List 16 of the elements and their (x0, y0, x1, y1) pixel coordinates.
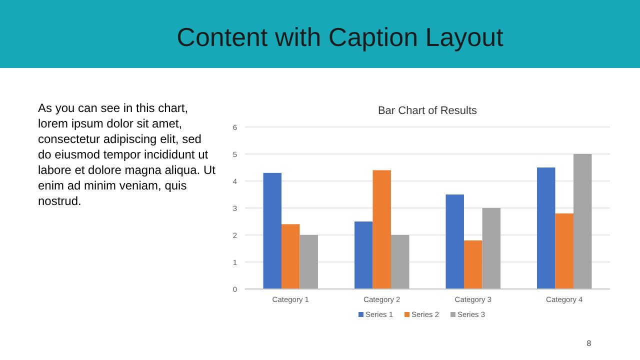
text: As you can see in this chart, lorem ipsum dolor sit amet, consectetur adipiscing elit, sed do eiusmod tempor incididunt ut labore et dolore magna aliqua. Ut enim ad minim veniam, quis nostrud. (38, 101, 216, 208)
bar (537, 168, 556, 289)
text: Content with Caption Layout (176, 22, 504, 52)
bar (482, 208, 500, 289)
text: 8 (586, 339, 592, 348)
bar (372, 170, 391, 289)
bar (574, 154, 592, 289)
bar (354, 222, 373, 289)
bar (555, 213, 574, 289)
chart-title: Bar Chart of Results (378, 105, 478, 117)
bar (300, 235, 318, 289)
bar (263, 172, 282, 289)
bar (446, 194, 464, 289)
bar (464, 240, 482, 289)
bar (391, 235, 410, 289)
bar (282, 224, 300, 289)
